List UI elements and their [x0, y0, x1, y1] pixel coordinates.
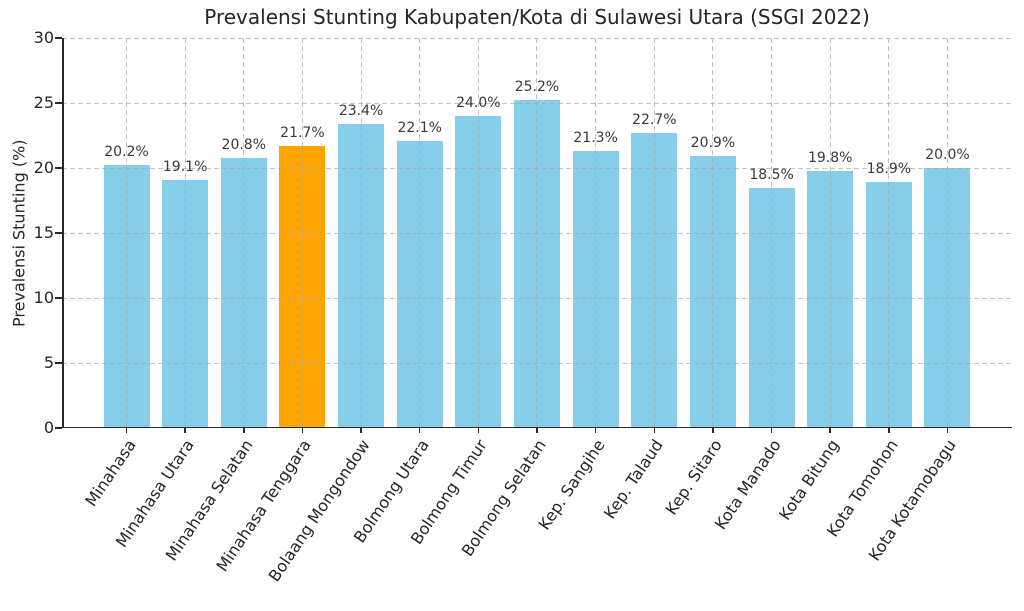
y-tick-mark [55, 362, 62, 364]
grid-line-v [184, 38, 186, 428]
bar-value-label: 20.8% [221, 136, 267, 153]
x-tick-mark [477, 428, 480, 433]
y-tick-label: 10 [33, 288, 54, 307]
x-tick-mark [829, 428, 831, 433]
grid-line-v [829, 38, 831, 428]
bar-value-label: 22.7% [632, 111, 677, 128]
bar-value-label: 25.2% [514, 79, 560, 96]
y-tick-mark [55, 297, 62, 299]
grid-line-v [126, 38, 127, 428]
y-tick-label: 15 [33, 223, 54, 242]
y-axis-spine [62, 38, 64, 428]
y-tick-mark [55, 102, 62, 104]
grid-line-v [888, 38, 890, 428]
bar-value-label: 21.3% [573, 130, 618, 147]
x-tick-mark [184, 428, 186, 433]
y-tick-label: 30 [33, 28, 54, 47]
bar-value-label: 24.0% [456, 95, 501, 111]
y-tick-label: 5 [43, 353, 54, 372]
bar-value-label: 18.9% [866, 161, 912, 178]
bar-value-label: 19.1% [162, 158, 208, 175]
plot-area: 0 5 10 15 20 25 30 20.2% Minahasa 19.1% Minahasa U… [34, 28, 1012, 585]
x-tick-mark [301, 428, 304, 433]
grid-line-v [712, 38, 714, 428]
y-tick-mark [55, 167, 62, 169]
grid-line-v [477, 38, 479, 428]
grid-line-v [360, 38, 362, 428]
x-tick-mark [360, 428, 362, 433]
x-axis-spine [62, 426, 1012, 428]
y-tick-mark [55, 427, 62, 429]
grid-line-v [653, 38, 655, 428]
y-tick-label: 25 [33, 93, 54, 112]
bar-value-label: 21.7% [280, 124, 325, 141]
grid-line-v [771, 38, 773, 428]
y-tick-mark [55, 232, 62, 234]
x-tick-mark [536, 428, 538, 433]
x-tick-mark [712, 428, 714, 433]
x-tick-mark [653, 428, 656, 433]
grid-line-v [301, 38, 303, 428]
chart-title: Prevalensi Stunting Kabupaten/Kota di Su… [204, 5, 870, 29]
grid-line-v [243, 38, 245, 428]
x-tick-mark [418, 428, 421, 433]
bar-value-label: 20.9% [690, 135, 736, 152]
grid-line-v [946, 38, 948, 428]
x-tick-mark [946, 428, 949, 433]
bar-value-label: 19.8% [807, 149, 853, 166]
grid-line-v [595, 38, 597, 428]
x-tick-mark [243, 428, 245, 433]
x-tick-mark [594, 428, 597, 433]
x-tick-mark [770, 428, 773, 433]
x-tick-mark [125, 428, 128, 433]
x-tick-mark [888, 428, 890, 433]
bar-value-label: 23.4% [338, 102, 384, 119]
bar-value-label: 20.2% [104, 144, 149, 161]
grid-line-v [536, 38, 538, 428]
y-tick-label: 20 [33, 158, 54, 177]
bar-value-label: 18.5% [749, 166, 794, 183]
x-tick-label: Minahasa [80, 436, 140, 510]
bar-value-label: 20.0% [925, 147, 970, 163]
y-tick-label: 0 [43, 418, 54, 437]
bar-value-label: 22.1% [397, 119, 442, 136]
y-tick-mark [55, 37, 62, 39]
grid-line-v [419, 38, 421, 428]
